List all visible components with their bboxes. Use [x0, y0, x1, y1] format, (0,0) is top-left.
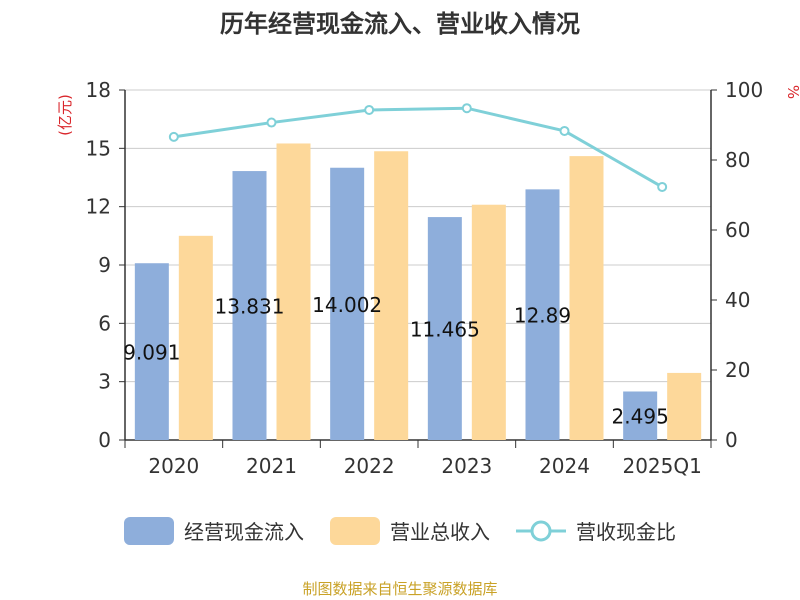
- legend-label-revenue: 营业总收入: [390, 520, 490, 544]
- bar-cash-inflow[interactable]: [330, 167, 365, 440]
- bar-revenue[interactable]: [374, 151, 409, 440]
- x-tick-label: 2021: [246, 454, 297, 478]
- bar-revenue[interactable]: [276, 143, 311, 440]
- right-tick-label: 60: [725, 218, 750, 242]
- data-source-note: 制图数据来自恒生聚源数据库: [302, 580, 498, 598]
- left-tick-label: 6: [98, 311, 111, 335]
- data-label-cash-inflow: 14.002: [312, 293, 382, 317]
- bars-layer: [134, 143, 702, 440]
- legend-swatch-ratio: [516, 520, 566, 541]
- data-label-cash-inflow: 11.465: [410, 318, 480, 342]
- axes: 0 3 6 9 12 15 18 0 20 40 60 80 100 (亿元)% 2020 2021 2022 2…: [56, 78, 800, 478]
- bar-cash-inflow[interactable]: [134, 263, 169, 440]
- legend-item-cash-inflow[interactable]: 经营现金流入: [124, 516, 304, 545]
- right-tick-label: 20: [725, 358, 750, 382]
- grid-lines: [125, 89, 711, 441]
- ratio-line-layer: [168, 103, 668, 192]
- legend-label-cash-inflow: 经营现金流入: [184, 520, 304, 544]
- x-tick-label: 2022: [344, 454, 395, 478]
- left-tick-label: 12: [86, 195, 111, 219]
- legend-swatch-revenue: [330, 516, 380, 545]
- right-tick-label: 0: [725, 428, 738, 452]
- legend-swatch-cash-inflow: [124, 516, 174, 545]
- chart-title: 历年经营现金流入、营业收入情况: [220, 10, 580, 38]
- data-label-cash-inflow: 13.831: [215, 295, 285, 319]
- left-tick-label: 3: [98, 370, 111, 394]
- ratio-point[interactable]: [657, 181, 668, 192]
- bar-revenue[interactable]: [471, 204, 506, 440]
- ratio-point[interactable]: [266, 117, 277, 128]
- ratio-point[interactable]: [364, 104, 375, 115]
- bar-cash-inflow[interactable]: [232, 171, 267, 440]
- ratio-line: [173, 106, 663, 189]
- left-axis-unit: (亿元): [56, 94, 74, 136]
- bar-revenue[interactable]: [569, 156, 604, 440]
- legend-item-ratio[interactable]: 营收现金比: [516, 516, 676, 545]
- bar-revenue[interactable]: [178, 235, 213, 440]
- ratio-point[interactable]: [168, 131, 179, 142]
- right-tick-label: 80: [725, 148, 750, 172]
- x-tick-label: 2025Q1: [622, 454, 701, 478]
- x-tick-label: 2024: [539, 454, 590, 478]
- x-tick-label: 2023: [441, 454, 492, 478]
- data-label-cash-inflow: 2.495: [612, 405, 669, 429]
- bar-revenue[interactable]: [667, 372, 702, 440]
- legend: 经营现金流入 营业总收入 营收现金比: [0, 516, 800, 545]
- bar-cash-inflow[interactable]: [525, 189, 560, 440]
- left-tick-label: 15: [86, 136, 111, 160]
- ratio-point[interactable]: [559, 125, 570, 136]
- bar-cash-inflow[interactable]: [427, 217, 462, 440]
- data-labels-layer: 9.091 13.831 14.002 11.465 12.89 2.495: [123, 293, 669, 429]
- x-tick-label: 2020: [148, 454, 199, 478]
- left-tick-label: 18: [86, 78, 111, 102]
- right-tick-label: 40: [725, 288, 750, 312]
- data-label-cash-inflow: 9.091: [123, 341, 180, 365]
- left-tick-label: 9: [98, 253, 111, 277]
- bar-cash-inflow[interactable]: [623, 391, 658, 440]
- left-tick-label: 0: [98, 428, 111, 452]
- right-tick-label: 100: [725, 78, 763, 102]
- right-axis-unit: %: [784, 85, 800, 99]
- data-label-cash-inflow: 12.89: [514, 304, 571, 328]
- legend-item-revenue[interactable]: 营业总收入: [330, 516, 490, 545]
- legend-label-ratio: 营收现金比: [576, 520, 676, 544]
- ratio-point[interactable]: [461, 103, 472, 114]
